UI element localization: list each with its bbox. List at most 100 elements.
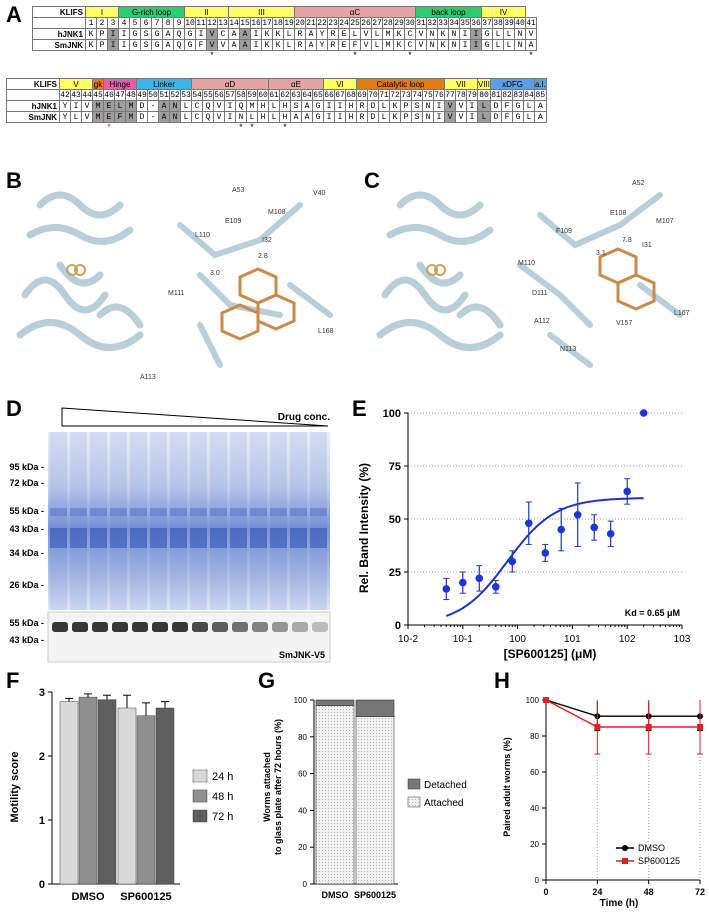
klifs-residue: H [257,100,269,112]
klifs-position: 21 [305,17,317,29]
klifs-position: 7 [151,17,163,29]
klifs-residue: N [426,39,438,51]
klifs-conservation-mark [82,123,93,134]
residue-label: L110 [195,232,210,239]
klifs-conservation-mark [174,51,185,62]
western-blot-label: SmJNK-V5 [279,650,325,660]
klifs-position: 66 [323,89,335,101]
klifs-conservation-mark [335,123,346,134]
y-tick-label: 20 [298,843,307,852]
klifs-residue: G [312,111,324,123]
klifs-conservation-mark [524,123,535,134]
klifs-residue: M [92,111,104,123]
klifs-residue: A [158,111,170,123]
y-tick-label: 100 [383,408,401,420]
klifs-residue: E [338,39,350,51]
gel-band [110,528,127,548]
legend-label: SP600125 [638,856,680,866]
gel-lane [290,432,307,610]
klifs-position: 85 [534,89,547,101]
gel-band [130,528,147,548]
klifs-position: 47 [114,89,126,101]
klifs-residue: S [411,100,423,112]
panel-label-f: F [6,668,20,693]
h-y-axis-label: Paired adult worms (%) [502,737,512,837]
klifs-residue: R [294,39,306,51]
x-category-label: SP600125 [120,891,171,903]
x-tick-label: 10-1 [453,634,473,645]
klifs-species: hJNK1 [6,100,60,112]
klifs-conservation-mark [324,123,335,134]
klifs-residue: I [466,100,478,112]
klifs-position: 48 [125,89,137,101]
klifs-position: 33 [437,17,449,29]
klifs-residue: D [490,100,503,112]
klifs-residue: Q [173,39,185,51]
residue-label: 3.0 [210,270,220,277]
klifs-conservation-mark [115,123,126,134]
klifs-position: 1 [85,17,97,29]
legend-swatch [407,778,421,790]
y-tick-label: 80 [530,732,539,741]
klifs-position: 69 [356,89,368,101]
klifs-conservation-mark [372,51,383,62]
blot-band [112,622,128,632]
residue-label: 2.8 [258,253,268,260]
klifs-residue: N [514,28,526,40]
bar [97,699,117,885]
klifs-position: 44 [81,89,93,101]
klifs-position: 32 [426,17,438,29]
klifs-residue: V [525,28,537,40]
klifs-species: hJNK1 [32,28,86,40]
klifs-residue: E [338,28,350,40]
gel-lane [70,432,87,610]
klifs-conservation-mark: * [249,123,255,133]
residue-label: E108 [610,210,626,217]
residue-label: I32 [262,237,272,244]
klifs-conservation-mark [159,123,170,134]
klifs-conservation-mark [126,123,137,134]
klifs-residue: A [534,100,547,112]
klifs-residue: Q [173,28,185,40]
klifs-residue: H [345,111,357,123]
wb-marker: 55 kDa - [9,618,44,628]
klifs-residue: K [389,100,401,112]
klifs-conservation-mark [502,123,513,134]
klifs-position: 15 [239,17,251,29]
klifs-residue: I [250,28,262,40]
klifs-residue: I [250,39,262,51]
klifs-residue: L [246,111,258,123]
klifs-residue: C [217,28,229,40]
y-tick-label: 50 [389,514,401,526]
klifs-position: 50 [147,89,159,101]
y-tick-label: 0 [535,876,540,885]
residue-label: E109 [225,218,241,225]
stacked-bar-segment [355,716,395,885]
klifs-residue: L [523,100,536,112]
klifs-conservation-mark [513,123,524,134]
klifs-conservation-mark [482,51,493,62]
klifs-position: 58 [235,89,247,101]
klifs-position: 41 [525,17,537,29]
klifs-conservation-mark [491,123,502,134]
gel-band [310,528,327,548]
klifs-conservation-mark [269,123,280,134]
mw-marker: 34 kDa - [9,548,44,558]
klifs-residue: A [290,111,302,123]
klifs-conservation-mark [181,123,192,134]
klifs-conservation-mark: * [209,51,215,61]
ligand [220,267,296,341]
klifs-position: 29 [393,17,405,29]
data-point [475,574,484,583]
klifs-residue: F [349,39,361,51]
klifs-position: 2 [96,17,108,29]
klifs-residue: - [147,100,159,112]
klifs-position: 73 [400,89,412,101]
coomassie-gel [48,432,330,610]
klifs-position: 74 [411,89,423,101]
data-point [508,557,517,566]
klifs-residue: K [261,28,273,40]
klifs-residue: S [140,28,152,40]
legend-label: 72 h [212,811,233,823]
blot-band [232,622,248,632]
